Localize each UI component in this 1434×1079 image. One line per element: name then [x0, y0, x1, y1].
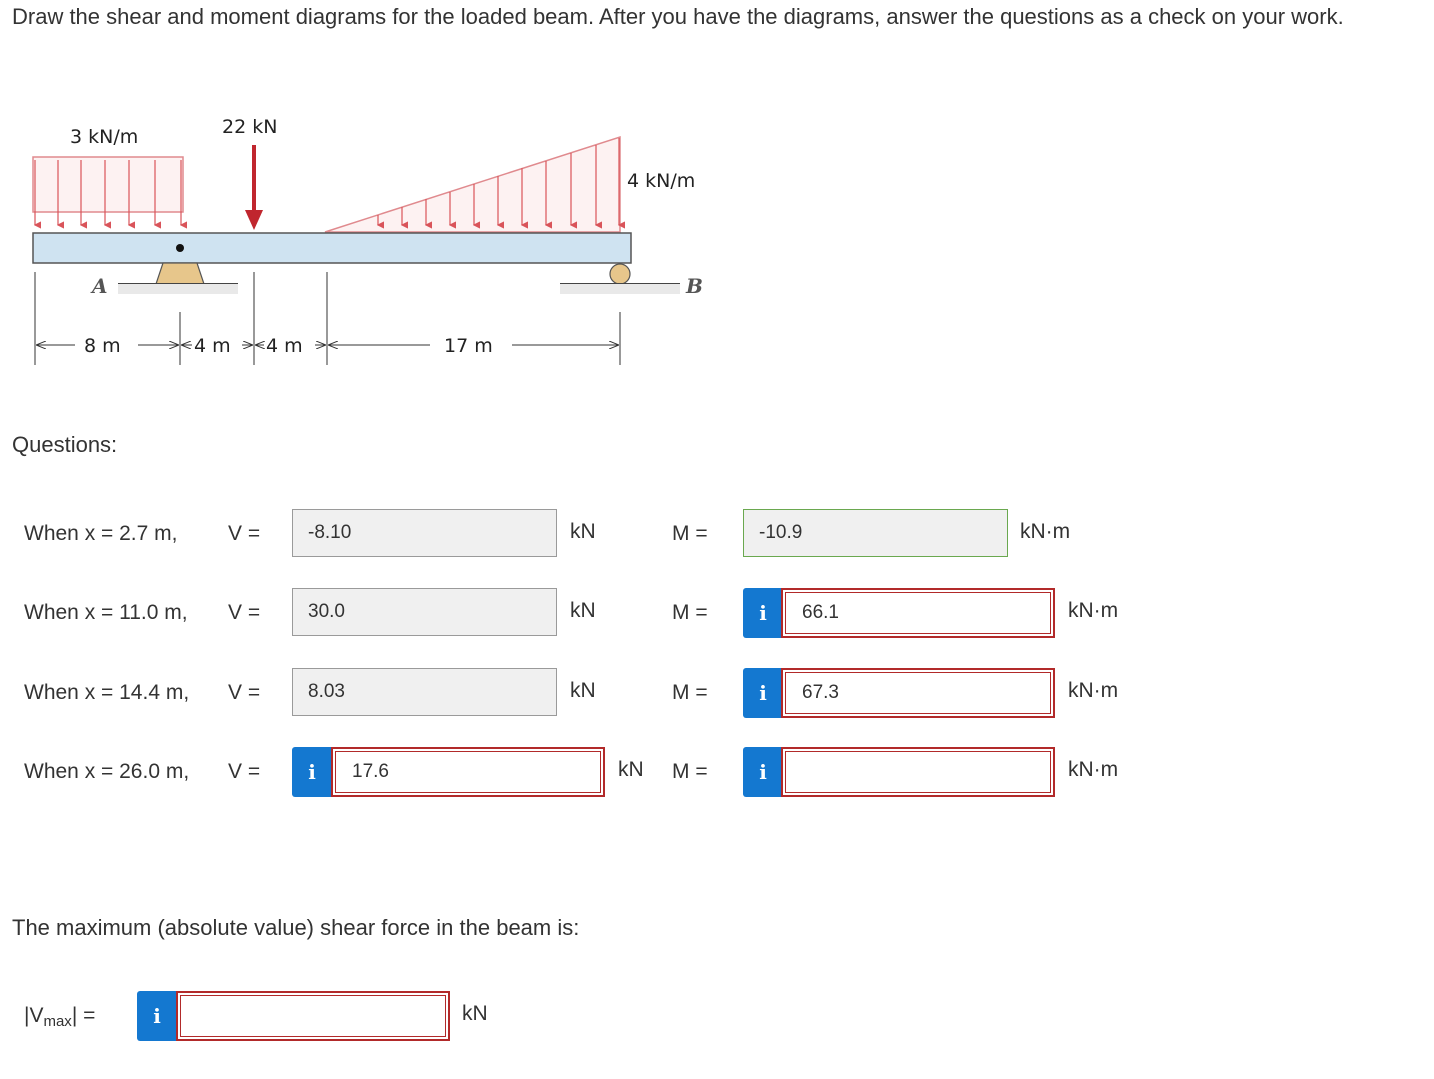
question-4-m-info-icon[interactable]: i — [743, 747, 783, 797]
beam — [32, 232, 632, 264]
question-3-v-answer: 8.03 — [292, 668, 557, 716]
vmax-info-icon[interactable]: i — [137, 991, 177, 1041]
vmax-input-wrap — [176, 991, 450, 1041]
question-1-v-label: V = — [228, 522, 261, 545]
vmax-label-close: | = — [71, 1004, 96, 1027]
problem-statement: Draw the shear and moment diagrams for t… — [12, 4, 1344, 29]
question-2-v-answer: 30.0 — [292, 588, 557, 636]
vmax-label: |Vmax| = — [24, 1002, 95, 1036]
vmax-unit: kN — [462, 1002, 488, 1025]
support-b — [560, 263, 680, 294]
question-4-m-label: M = — [672, 760, 708, 783]
question-3-m-input-wrap — [781, 668, 1055, 718]
question-2-m-unit: kN·m — [1068, 599, 1119, 622]
question-3-m-unit: kN·m — [1068, 679, 1119, 702]
point-load-arrow — [245, 145, 263, 230]
question-3-v-unit: kN — [570, 679, 596, 702]
uniform-load-label: 3 kN/m — [70, 126, 138, 148]
questions-heading: Questions: — [12, 432, 118, 457]
question-2-m-label: M = — [672, 601, 708, 624]
question-3-m-input[interactable] — [785, 672, 1051, 714]
support-b-label: B — [685, 274, 703, 298]
support-a — [118, 262, 238, 294]
question-2-m-info-icon[interactable]: i — [743, 588, 783, 638]
dimension-label-4: 17 m — [444, 335, 493, 357]
max-shear-question: The maximum (absolute value) shear force… — [12, 915, 580, 940]
question-1-m-label: M = — [672, 522, 708, 545]
question-3-v-label: V = — [228, 681, 261, 704]
question-4-v-input[interactable] — [335, 751, 601, 793]
question-4-v-unit: kN — [618, 758, 644, 781]
question-4-m-input[interactable] — [785, 751, 1051, 793]
question-4-v-label: V = — [228, 760, 261, 783]
question-3-m-info-icon[interactable]: i — [743, 668, 783, 718]
triangular-load-label: 4 kN/m — [627, 170, 695, 192]
vmax-label-sub: max — [43, 1013, 72, 1030]
question-1-m-unit: kN·m — [1020, 520, 1071, 543]
question-4-v-info-icon[interactable]: i — [292, 747, 332, 797]
question-4-text: When x = 26.0 m, — [24, 760, 190, 783]
question-4-v-input-wrap — [331, 747, 605, 797]
dimension-label-1: 8 m — [84, 335, 121, 357]
question-2-v-unit: kN — [570, 599, 596, 622]
question-2-m-input-wrap — [781, 588, 1055, 638]
dimension-label-3: 4 m — [266, 335, 303, 357]
question-3-text: When x = 14.4 m, — [24, 681, 190, 704]
point-load-label: 22 kN — [222, 116, 277, 138]
question-1-text: When x = 2.7 m, — [24, 522, 178, 545]
dimension-label-2: 4 m — [194, 335, 231, 357]
question-3-m-label: M = — [672, 681, 708, 704]
uniform-load — [32, 156, 187, 229]
question-2-m-input[interactable] — [785, 592, 1051, 634]
question-1-v-unit: kN — [570, 520, 596, 543]
question-1-v-answer: -8.10 — [292, 509, 557, 557]
question-2-v-label: V = — [228, 601, 261, 624]
vmax-input[interactable] — [180, 995, 446, 1037]
question-1-m-answer: -10.9 — [743, 509, 1008, 557]
pin-joint — [176, 244, 184, 252]
triangular-load — [324, 135, 625, 233]
question-4-m-input-wrap — [781, 747, 1055, 797]
question-2-text: When x = 11.0 m, — [24, 601, 188, 624]
question-4-m-unit: kN·m — [1068, 758, 1119, 781]
dimension-lines — [34, 272, 621, 365]
support-a-label: A — [90, 274, 108, 298]
vmax-label-open: |V — [24, 1004, 44, 1027]
beam-figure: 3 kN/m 22 kN 4 kN/m — [0, 100, 720, 390]
